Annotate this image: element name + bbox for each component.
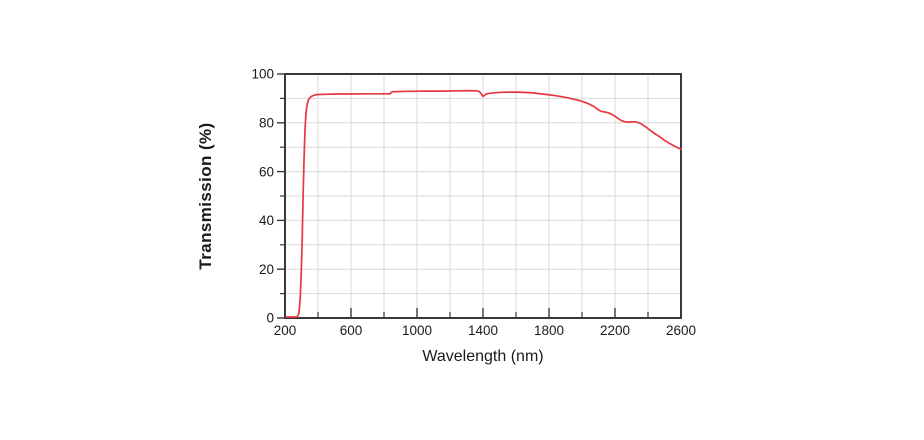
x-tick-label: 2200 xyxy=(600,323,630,338)
y-axis-title: Transmission (%) xyxy=(196,122,215,269)
x-tick-label: 1000 xyxy=(402,323,432,338)
y-tick-label: 0 xyxy=(266,311,274,326)
x-tick-label: 2600 xyxy=(666,323,696,338)
transmission-series-line xyxy=(284,89,682,318)
x-axis-title: Wavelength (nm) xyxy=(422,348,543,365)
x-tick-labels: 200 600 1000 1400 1800 2200 2600 xyxy=(274,323,696,338)
x-tick-label: 600 xyxy=(340,323,363,338)
y-tick-label: 60 xyxy=(259,164,274,179)
transmission-curve xyxy=(284,89,682,318)
y-tick-label: 40 xyxy=(259,213,274,228)
y-tick-label: 20 xyxy=(259,262,274,277)
y-tick-label: 100 xyxy=(251,67,274,82)
x-tick-label: 1400 xyxy=(468,323,498,338)
gridlines xyxy=(285,74,681,318)
y-tick-labels: 0 20 40 60 80 100 xyxy=(251,67,274,326)
x-tick-label: 200 xyxy=(274,323,297,338)
axis-ticks xyxy=(277,73,682,319)
x-tick-label: 1800 xyxy=(534,323,564,338)
y-tick-label: 80 xyxy=(259,116,274,131)
